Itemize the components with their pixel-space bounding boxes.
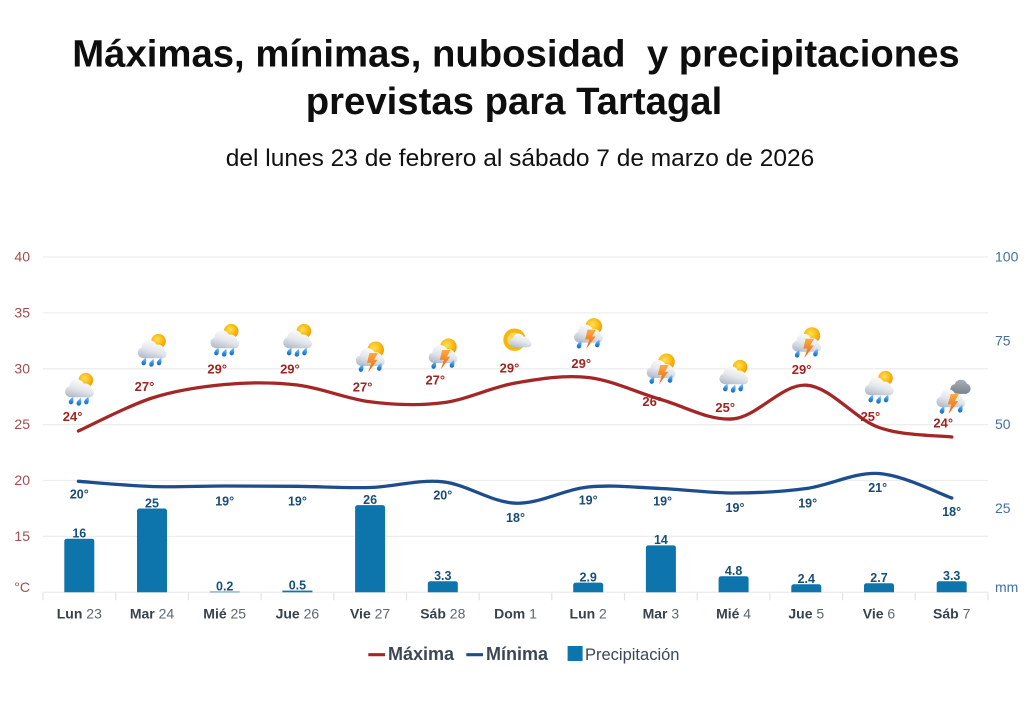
svg-text:4.8: 4.8 — [725, 564, 742, 578]
svg-text:Mié 25: Mié 25 — [203, 605, 246, 621]
svg-text:18°: 18° — [506, 511, 525, 525]
svg-text:24°: 24° — [933, 415, 953, 430]
svg-text:Dom 1: Dom 1 — [494, 605, 537, 621]
svg-text:29°: 29° — [571, 356, 591, 371]
svg-text:29°: 29° — [792, 362, 812, 377]
svg-text:50: 50 — [995, 416, 1011, 432]
svg-text:18°: 18° — [942, 505, 961, 519]
svg-text:35: 35 — [14, 305, 30, 321]
svg-text:Mar 3: Mar 3 — [643, 605, 680, 621]
svg-text:Mié 4: Mié 4 — [716, 605, 751, 621]
svg-text:3.3: 3.3 — [943, 569, 960, 583]
svg-text:Mar 24: Mar 24 — [130, 605, 175, 621]
svg-text:19°: 19° — [579, 493, 598, 507]
svg-text:Sáb 28: Sáb 28 — [420, 605, 465, 621]
svg-text:3.3: 3.3 — [434, 569, 451, 583]
svg-text:40: 40 — [14, 249, 30, 265]
svg-text:Máximas, mínimas, nubosidad y: Máximas, mínimas, nubosidad y precipitac… — [72, 32, 960, 75]
svg-text:Mínima: Mínima — [486, 644, 549, 664]
svg-text:0.2: 0.2 — [216, 579, 233, 593]
svg-text:75: 75 — [995, 332, 1011, 348]
svg-text:19°: 19° — [215, 495, 234, 509]
svg-text:Vie 6: Vie 6 — [863, 605, 896, 621]
svg-text:0.5: 0.5 — [289, 578, 306, 592]
svg-text:Lun 2: Lun 2 — [570, 605, 608, 621]
svg-text:Jue 26: Jue 26 — [276, 605, 320, 621]
svg-text:Precipitación: Precipitación — [585, 646, 679, 664]
svg-text:19°: 19° — [798, 497, 817, 511]
svg-text:29°: 29° — [280, 362, 300, 377]
svg-text:Lun 23: Lun 23 — [57, 605, 102, 621]
svg-text:20: 20 — [14, 472, 30, 488]
svg-text:27°: 27° — [353, 380, 373, 395]
svg-text:Jue 5: Jue 5 — [788, 605, 824, 621]
svg-text:16: 16 — [72, 527, 86, 541]
svg-text:100: 100 — [995, 249, 1019, 265]
svg-text:21°: 21° — [868, 481, 887, 495]
svg-text:26: 26 — [363, 493, 377, 507]
svg-text:20°: 20° — [433, 488, 452, 502]
svg-text:19°: 19° — [653, 494, 672, 508]
svg-text:14: 14 — [654, 533, 668, 547]
svg-text:24°: 24° — [63, 409, 83, 424]
svg-text:25°: 25° — [861, 409, 881, 424]
svg-text:2.9: 2.9 — [580, 570, 597, 584]
svg-text:25°: 25° — [715, 400, 735, 415]
svg-text:del lunes 23 de febrero al sáb: del lunes 23 de febrero al sábado 7 de m… — [226, 145, 814, 172]
svg-text:15: 15 — [14, 528, 30, 544]
svg-text:29°: 29° — [500, 361, 520, 376]
svg-text:°C: °C — [14, 579, 30, 595]
svg-text:26°: 26° — [642, 394, 662, 409]
svg-text:27°: 27° — [425, 372, 445, 387]
svg-text:Sáb 7: Sáb 7 — [933, 605, 971, 621]
svg-text:29°: 29° — [207, 361, 227, 376]
svg-text:mm: mm — [995, 579, 1018, 595]
svg-text:30: 30 — [14, 360, 30, 376]
svg-text:previstas para Tartagal: previstas para Tartagal — [306, 80, 723, 123]
svg-text:2.4: 2.4 — [798, 572, 815, 586]
svg-text:2.7: 2.7 — [870, 571, 887, 585]
svg-text:25: 25 — [145, 496, 159, 510]
svg-text:25: 25 — [995, 500, 1011, 516]
svg-text:25: 25 — [14, 416, 30, 432]
svg-text:27°: 27° — [135, 379, 155, 394]
svg-text:Vie 27: Vie 27 — [350, 605, 390, 621]
svg-text:20°: 20° — [70, 487, 89, 501]
svg-text:19°: 19° — [288, 495, 307, 509]
svg-text:Máxima: Máxima — [388, 644, 455, 664]
svg-text:19°: 19° — [726, 501, 745, 515]
